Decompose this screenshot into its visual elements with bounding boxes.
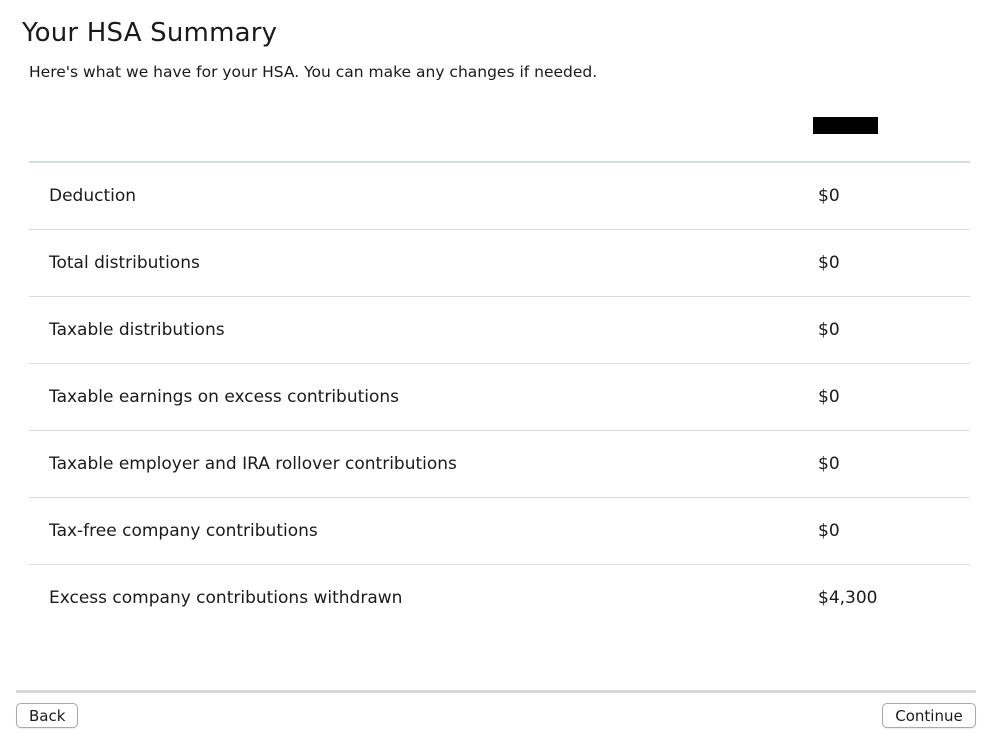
row-label-deduction: Deduction: [49, 186, 137, 206]
back-button[interactable]: Back: [16, 703, 78, 728]
continue-button[interactable]: Continue: [882, 703, 976, 728]
page-subtitle: Here's what we have for your HSA. You ca…: [29, 63, 598, 81]
table-row: Taxable employer and IRA rollover contri…: [29, 431, 970, 498]
row-label-total-distributions: Total distributions: [49, 253, 200, 273]
row-value-taxable-distributions: $0: [818, 320, 840, 340]
row-label-excess-company-withdrawn: Excess company contributions withdrawn: [49, 588, 403, 608]
table-row: Tax-free company contributions $0: [29, 498, 970, 565]
summary-table: Deduction $0 Total distributions $0 Taxa…: [29, 161, 970, 632]
table-row: Taxable distributions $0: [29, 297, 970, 364]
table-row: Excess company contributions withdrawn $…: [29, 565, 970, 632]
row-label-taxable-distributions: Taxable distributions: [49, 320, 225, 340]
row-value-taxable-earnings-excess: $0: [818, 387, 840, 407]
footer-divider: [16, 690, 976, 693]
table-row: Deduction $0: [29, 163, 970, 230]
row-value-taxable-employer-ira: $0: [818, 454, 840, 474]
row-label-taxable-employer-ira: Taxable employer and IRA rollover contri…: [49, 454, 457, 474]
redacted-column-header: [813, 117, 878, 134]
row-label-taxable-earnings-excess: Taxable earnings on excess contributions: [49, 387, 400, 407]
row-value-excess-company-withdrawn: $4,300: [818, 588, 878, 608]
row-value-deduction: $0: [818, 186, 840, 206]
row-value-tax-free-company: $0: [818, 521, 840, 541]
page-title: Your HSA Summary: [22, 18, 278, 48]
row-value-total-distributions: $0: [818, 253, 840, 273]
table-row: Total distributions $0: [29, 230, 970, 297]
row-label-tax-free-company: Tax-free company contributions: [49, 521, 318, 541]
table-row: Taxable earnings on excess contributions…: [29, 364, 970, 431]
